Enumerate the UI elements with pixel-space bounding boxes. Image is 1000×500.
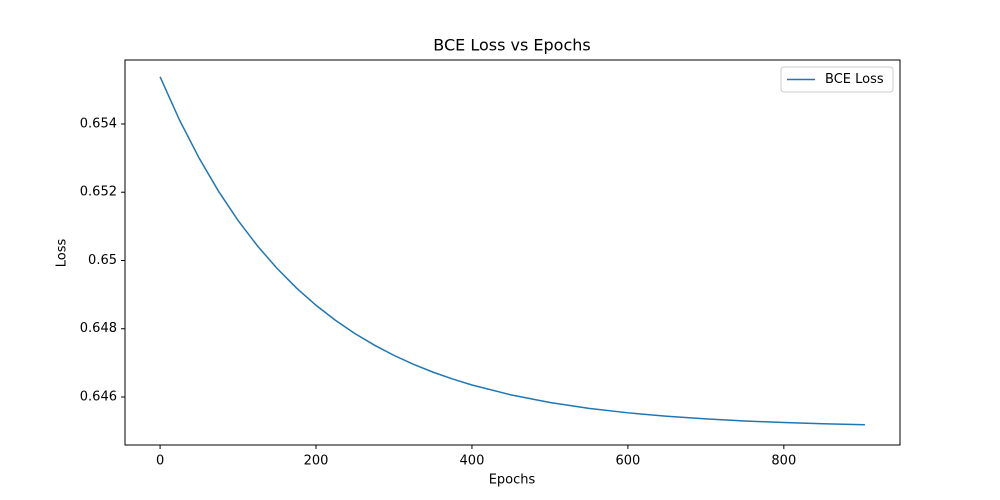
x-tick-label: 0 xyxy=(156,454,164,469)
line-series xyxy=(159,76,865,426)
y-tick-label: 0.648 xyxy=(80,321,117,336)
legend-label: BCE Loss xyxy=(825,72,884,87)
x-tick-label: 600 xyxy=(615,454,640,469)
y-axis-label: Loss xyxy=(55,239,70,268)
x-tick-label: 800 xyxy=(771,454,796,469)
legend-box xyxy=(780,66,894,93)
y-tick-label: 0.65 xyxy=(88,253,117,268)
x-tick-label: 200 xyxy=(304,454,329,469)
y-tick-label: 0.652 xyxy=(80,185,117,200)
x-axis-label: Epochs xyxy=(489,473,536,488)
x-tick-label: 400 xyxy=(460,454,485,469)
plot-frame xyxy=(124,59,901,446)
chart-title: BCE Loss vs Epochs xyxy=(433,36,590,55)
y-tick-label: 0.654 xyxy=(80,116,117,131)
y-tick-label: 0.646 xyxy=(80,390,117,405)
